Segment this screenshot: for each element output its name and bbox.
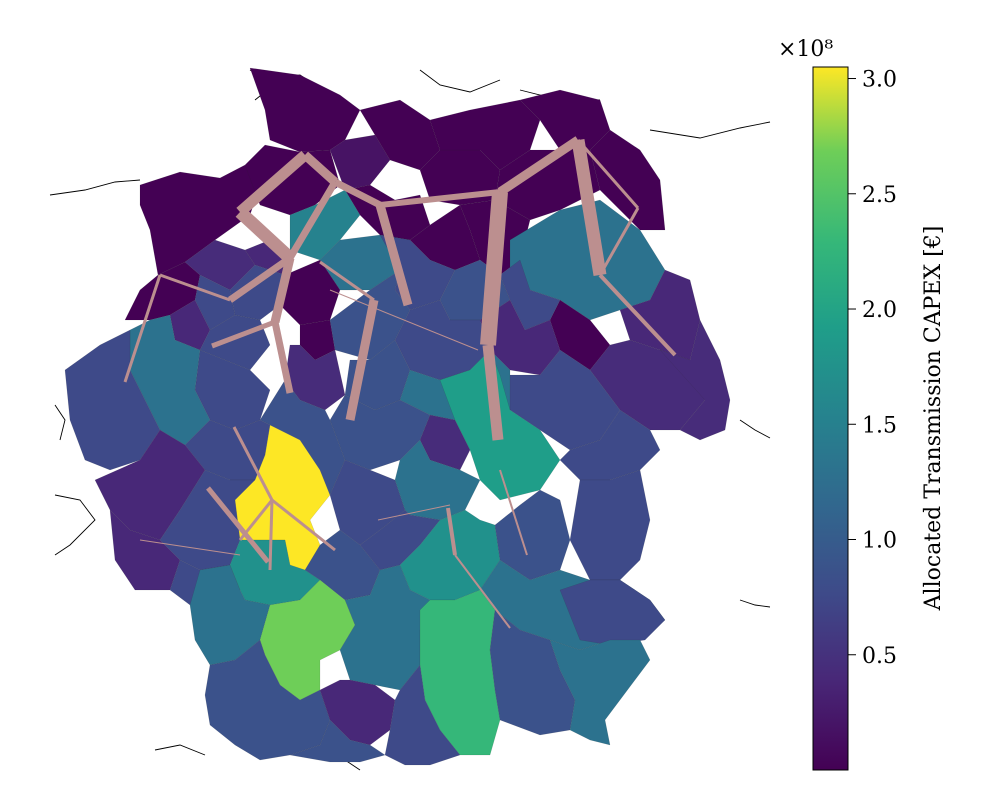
region-polygon xyxy=(569,469,651,581)
transmission-line xyxy=(123,274,162,383)
transmission-line xyxy=(446,507,457,556)
transmission-line xyxy=(271,321,294,394)
transmission-line xyxy=(598,273,677,357)
transmission-line xyxy=(268,499,274,571)
region-polygon xyxy=(559,579,666,646)
transmission-line xyxy=(271,498,336,552)
transmission-line xyxy=(159,273,231,302)
transmission-line xyxy=(319,260,375,302)
colorbar-tick-label: 3.0 xyxy=(862,68,897,93)
colorbar-label: Allocated Transmission CAPEX [€] xyxy=(921,226,946,612)
transmission-line xyxy=(571,138,607,277)
colorbar-tick-label: 1.5 xyxy=(862,413,897,438)
transmission-line xyxy=(598,207,640,276)
transmission-line xyxy=(499,469,528,556)
transmission-line xyxy=(329,289,479,351)
transmission-line xyxy=(270,256,295,324)
transmission-line xyxy=(139,539,241,556)
region-polygon xyxy=(549,639,651,746)
transmission-line xyxy=(379,189,501,208)
transmission-line xyxy=(286,180,339,260)
transmission-line xyxy=(227,255,293,303)
region-polygon xyxy=(659,319,731,441)
region-polygon xyxy=(409,204,481,271)
regions-layer xyxy=(64,67,731,766)
colorbar-offset-text: ×10⁸ xyxy=(778,37,833,62)
transmission-line xyxy=(454,554,511,629)
region-polygon xyxy=(384,664,461,766)
colorbar-tick-label: 2.5 xyxy=(862,183,897,208)
transmission-line xyxy=(480,191,508,346)
colorbar-tick-label: 2.0 xyxy=(862,298,897,323)
transmission-line xyxy=(211,319,276,349)
colorbar-ticks: 0.5 1.0 1.5 2.0 2.5 3.0 xyxy=(848,68,897,669)
transmission-line xyxy=(375,203,413,307)
transmission-line xyxy=(482,344,504,441)
transmission-line xyxy=(497,136,581,196)
colorbar-tick-label: 0.5 xyxy=(862,644,897,669)
transmission-line xyxy=(301,151,339,186)
region-polygon xyxy=(249,67,361,153)
transmission-line xyxy=(235,207,295,263)
transmission-line xyxy=(206,486,270,564)
transmission-line xyxy=(333,178,382,209)
region-polygon xyxy=(139,164,261,276)
colorbar-gradient xyxy=(812,66,849,771)
region-polygon xyxy=(589,129,666,231)
region-polygon xyxy=(289,719,386,763)
transmission-line xyxy=(345,299,379,421)
transmission-line xyxy=(576,139,640,209)
transmission-lines-layer xyxy=(123,136,677,629)
colorbar-tick-label: 1.0 xyxy=(862,529,897,554)
transmission-line xyxy=(232,426,274,501)
colorbar: 0.5 1.0 1.5 2.0 2.5 3.0 ×10⁸ Allocated Transm… xyxy=(778,37,946,771)
transmission-line xyxy=(377,504,451,521)
transmission-line xyxy=(236,150,309,217)
